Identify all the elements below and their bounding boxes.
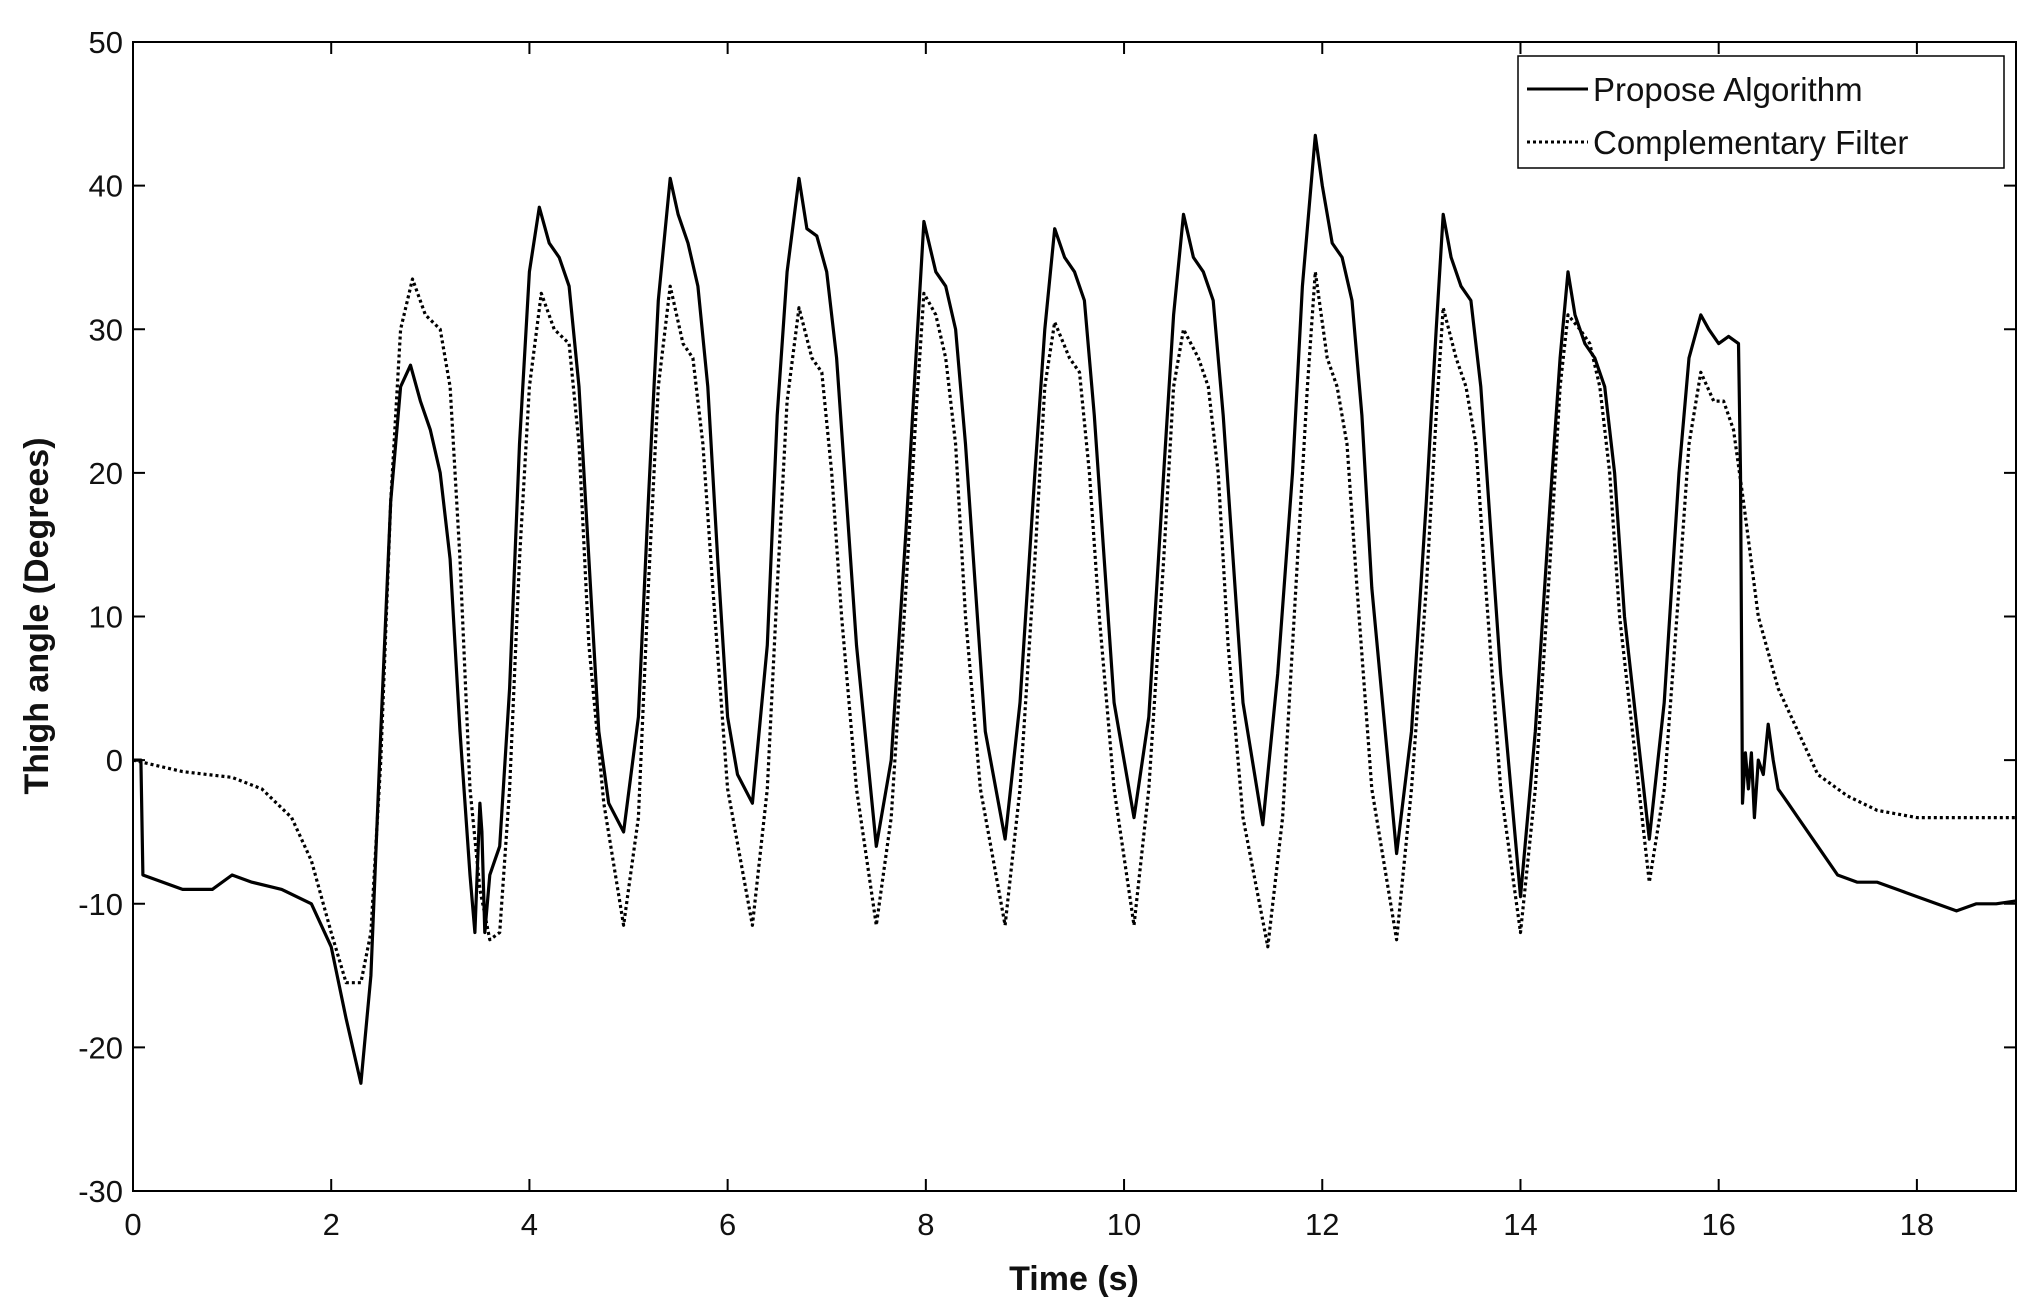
x-tick-label: 8 [917,1207,934,1242]
legend-box [1517,55,2005,169]
series-layer [132,133,2017,1085]
x-tick-label: 4 [521,1207,538,1242]
x-tick-label: 6 [719,1207,736,1242]
plot-area [132,41,2017,1192]
y-tick-label: -10 [78,887,123,922]
y-axis-title: Thigh angle (Degrees) [18,437,56,794]
y-tick-label: 0 [106,743,123,778]
y-tick-label: 10 [89,600,123,635]
x-tick-label: 12 [1305,1207,1339,1242]
x-tick-label: 2 [323,1207,340,1242]
y-tick-label: 20 [89,456,123,491]
y-tick-label: -30 [78,1174,123,1209]
series-line-propose-algorithm [133,133,2017,1085]
x-axis-ticks: 0 2 4 6 8 10 12 14 16 18 [124,42,1934,1242]
y-tick-label: 40 [89,169,123,204]
y-tick-label: -20 [78,1030,123,1065]
y-tick-label: 30 [89,312,123,347]
series-line-complementary-filter [132,270,2016,985]
x-tick-label: 10 [1107,1207,1141,1242]
legend: Propose Algorithm Complementary Filter [1517,55,2005,169]
legend-label-complementary-filter: Complementary Filter [1593,124,1908,161]
x-tick-label: 0 [124,1207,141,1242]
x-tick-label: 16 [1701,1207,1735,1242]
x-tick-label: 14 [1503,1207,1537,1242]
y-axis-ticks: -30 -20 -10 0 10 20 30 40 50 [78,25,2016,1209]
y-tick-label: 50 [89,25,123,60]
x-tick-label: 18 [1900,1207,1934,1242]
legend-label-propose-algorithm: Propose Algorithm [1593,71,1863,108]
x-axis-title: Time (s) [1009,1260,1139,1298]
